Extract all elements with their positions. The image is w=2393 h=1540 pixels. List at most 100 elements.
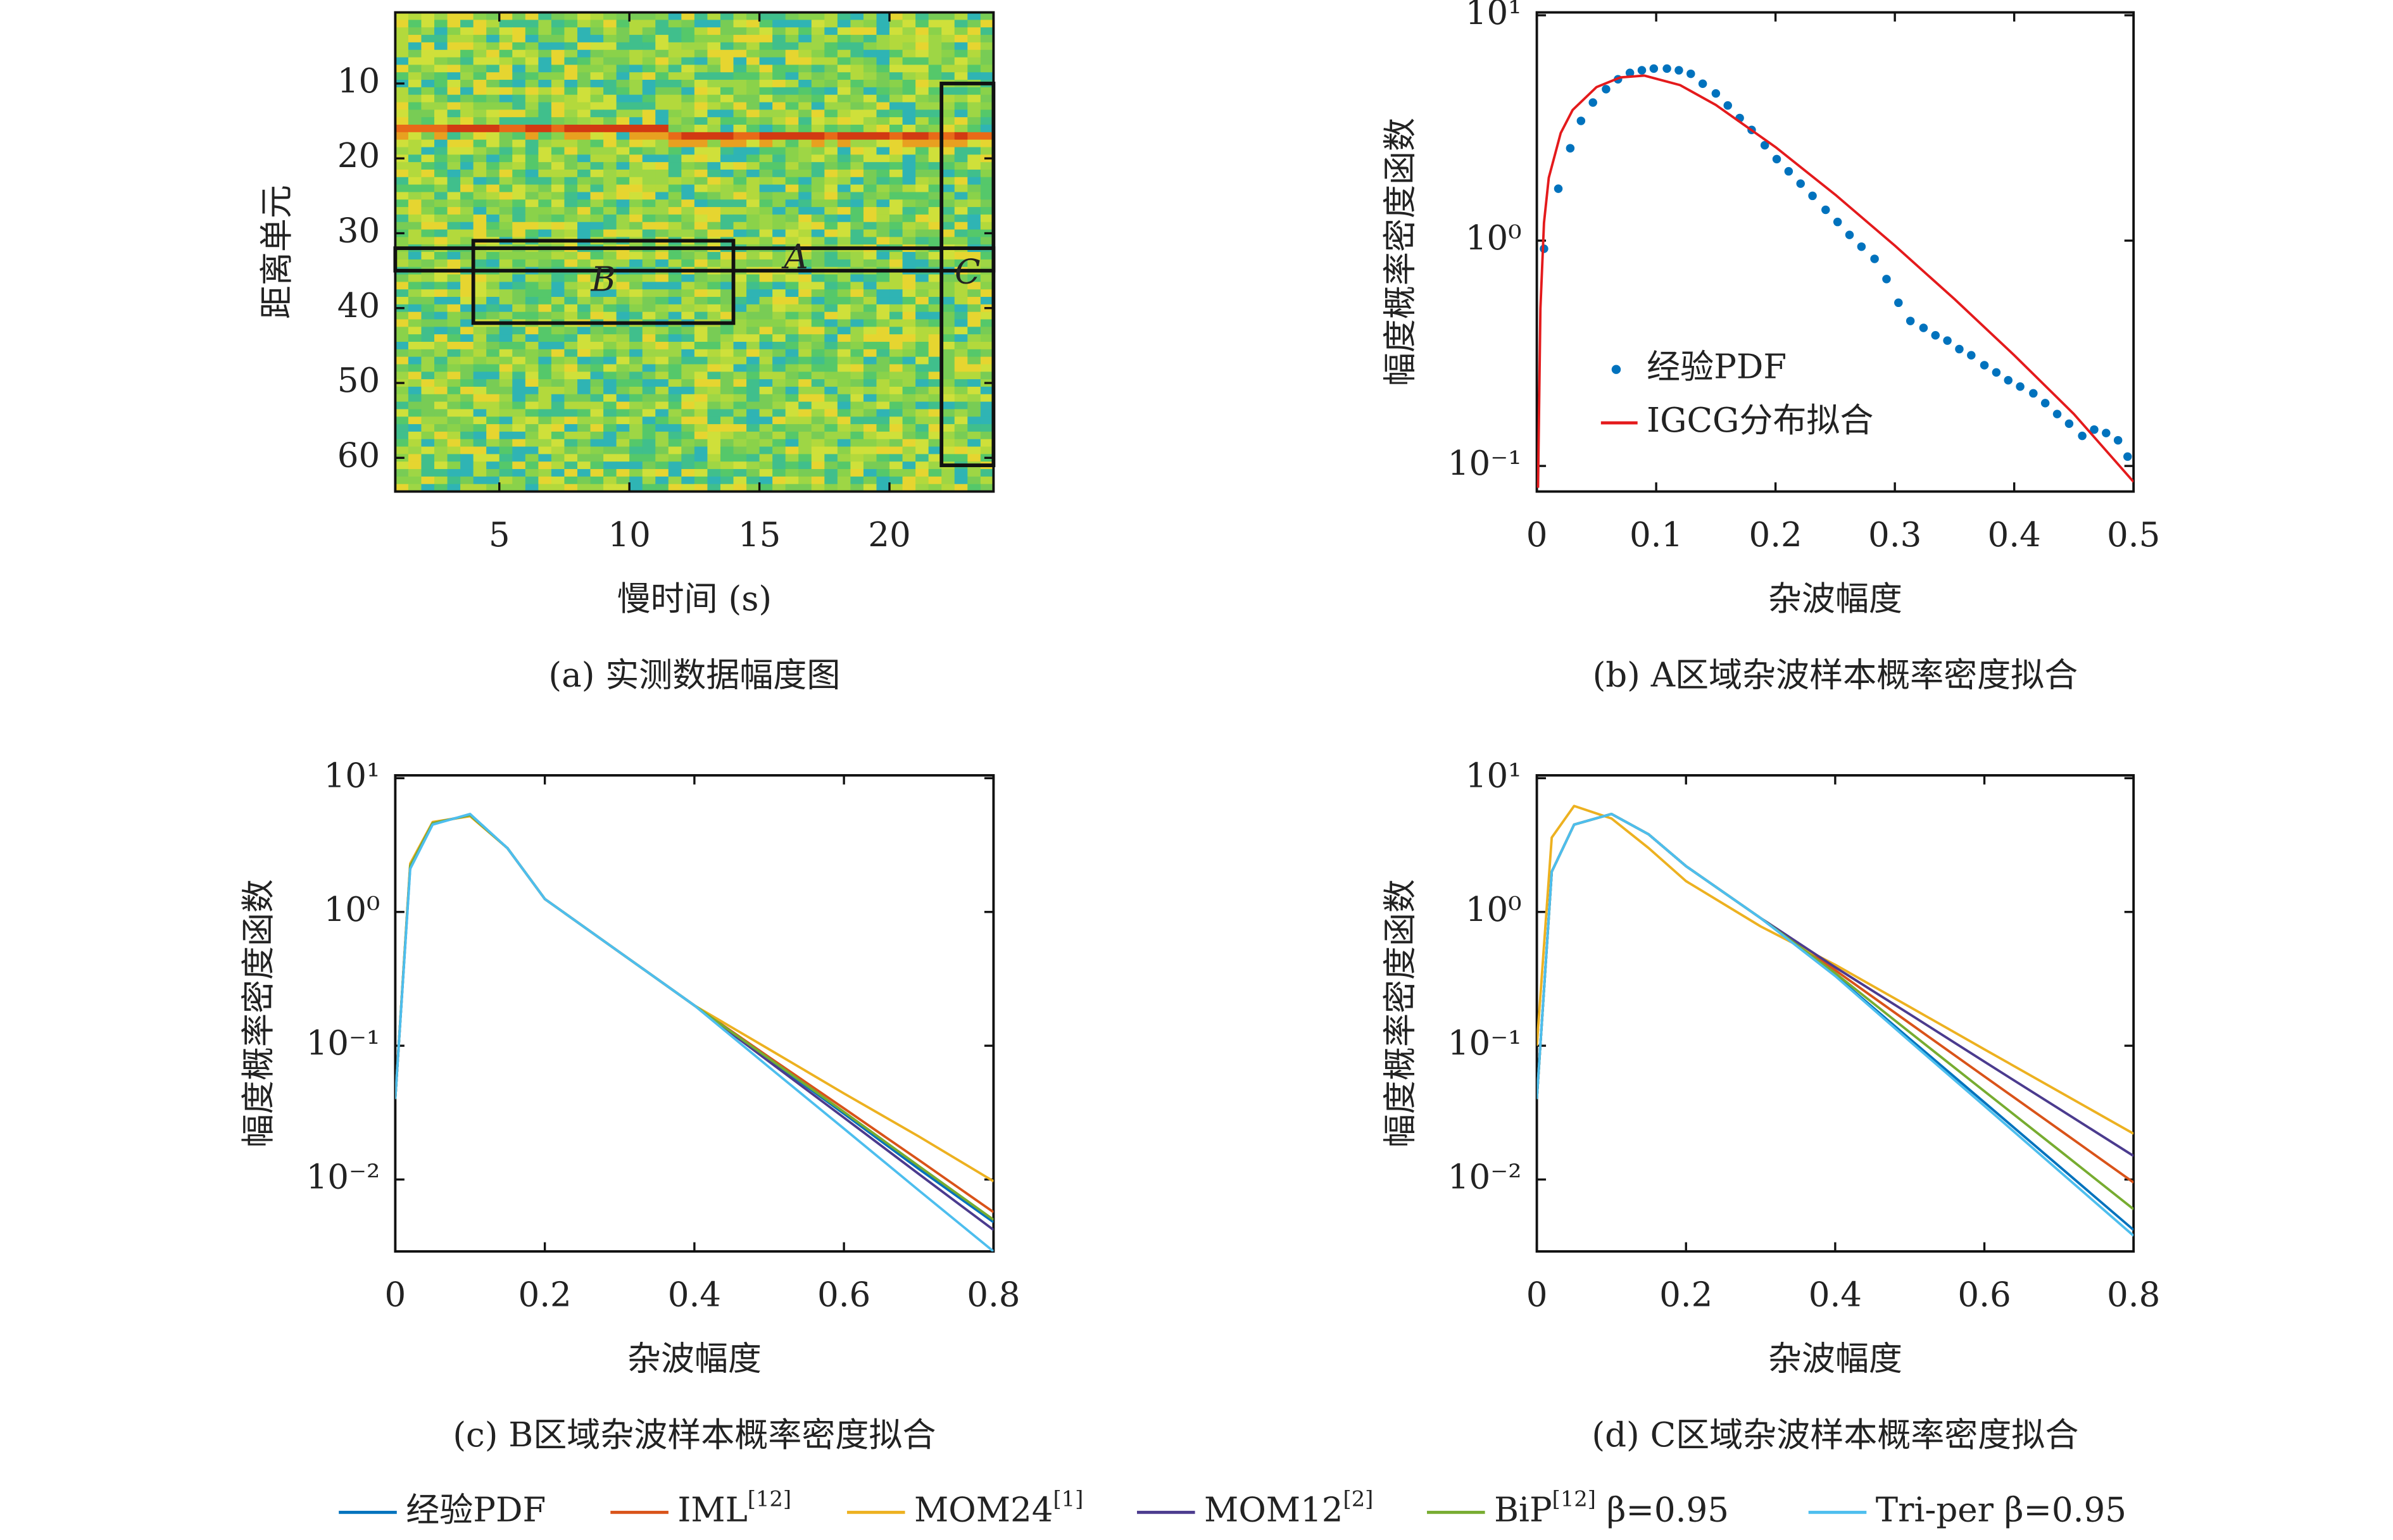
heatmap-cell xyxy=(798,394,812,403)
heatmap-cell xyxy=(551,484,565,492)
heatmap-cell xyxy=(590,12,605,21)
heatmap-cell xyxy=(603,80,617,88)
heatmap-cell xyxy=(434,65,448,73)
heatmap-cell xyxy=(421,431,435,440)
heatmap-cell xyxy=(499,349,513,358)
heatmap-cell xyxy=(954,65,969,73)
heatmap-cell xyxy=(759,476,774,485)
heatmap-cell xyxy=(577,372,591,380)
heatmap-cell xyxy=(655,424,669,432)
heatmap-cell xyxy=(551,416,565,425)
heatmap-cell xyxy=(408,222,422,230)
heatmap-cell xyxy=(850,349,864,358)
heatmap-cell xyxy=(525,80,539,88)
heatmap-cell xyxy=(564,409,578,418)
heatmap-cell xyxy=(499,214,513,223)
heatmap-cell xyxy=(525,289,539,297)
heatmap-cell xyxy=(980,484,995,492)
heatmap-cell xyxy=(811,364,826,373)
heatmap-cell xyxy=(655,364,669,373)
heatmap-cell xyxy=(798,304,812,313)
heatmap-cell xyxy=(707,222,721,230)
heatmap-cell xyxy=(538,177,552,185)
heatmap-cell xyxy=(798,65,812,73)
caption: (a) 实测数据幅度图 xyxy=(548,655,840,694)
heatmap-cell xyxy=(577,192,591,201)
heatmap-cell xyxy=(928,65,943,73)
region-label: B xyxy=(591,260,616,299)
heatmap-cell xyxy=(746,446,760,455)
heatmap-cell xyxy=(603,184,617,193)
heatmap-cell xyxy=(837,394,851,403)
heatmap-cell xyxy=(928,169,943,178)
heatmap-cell xyxy=(564,117,578,125)
heatmap-cell xyxy=(668,94,682,103)
heatmap-cell xyxy=(720,327,734,335)
heatmap-cell xyxy=(759,416,774,425)
heatmap-cell xyxy=(447,356,462,365)
caption: (b) A区域杂波样本概率密度拟合 xyxy=(1593,655,2078,694)
heatmap-cell xyxy=(551,222,565,230)
heatmap-cell xyxy=(603,304,617,313)
heatmap-cell xyxy=(434,364,448,373)
heatmap-cell xyxy=(408,334,422,342)
heatmap-cell xyxy=(655,162,669,170)
heatmap-cell xyxy=(603,49,617,58)
heatmap-cell xyxy=(772,469,786,477)
heatmap-cell xyxy=(564,162,578,170)
heatmap-cell xyxy=(499,169,513,178)
heatmap-cell xyxy=(850,446,864,455)
heatmap-cell xyxy=(824,207,838,215)
heatmap-cell xyxy=(876,364,890,373)
heatmap-cell xyxy=(629,334,643,342)
heatmap-cell xyxy=(941,87,955,96)
heatmap-cell xyxy=(733,484,748,492)
heatmap-cell xyxy=(395,207,409,215)
heatmap-cell xyxy=(863,192,877,201)
heatmap-cell xyxy=(902,162,917,170)
heatmap-cell xyxy=(928,394,943,403)
heatmap-cell xyxy=(603,416,617,425)
heatmap-cell xyxy=(681,341,695,350)
heatmap-cell xyxy=(863,87,877,96)
heatmap-cell xyxy=(486,446,500,455)
heatmap-cell xyxy=(941,341,955,350)
heatmap-cell xyxy=(681,177,695,185)
data-point xyxy=(1711,89,1721,98)
heatmap-cell xyxy=(928,94,943,103)
heatmap-cell xyxy=(707,162,721,170)
data-point xyxy=(1772,154,1781,164)
heatmap-cell xyxy=(720,65,734,73)
heatmap-cell xyxy=(564,341,578,350)
heatmap-cell xyxy=(967,319,981,328)
heatmap-cell xyxy=(525,476,539,485)
heatmap-cell xyxy=(928,372,943,380)
heatmap-cell xyxy=(889,27,903,36)
heatmap-cell xyxy=(512,282,526,291)
heatmap-cell xyxy=(434,20,448,28)
heatmap-cell xyxy=(902,132,917,141)
heatmap-cell xyxy=(967,364,981,373)
x-tick-label: 0.2 xyxy=(1749,515,1802,554)
heatmap-cell xyxy=(850,42,864,51)
heatmap-cell xyxy=(889,319,903,328)
heatmap-cell xyxy=(616,49,631,58)
heatmap-cell xyxy=(941,35,955,43)
heatmap-cell xyxy=(954,27,969,36)
heatmap-cell xyxy=(603,57,617,66)
heatmap-cell xyxy=(447,132,462,141)
heatmap-cell xyxy=(785,35,800,43)
heatmap-cell xyxy=(434,409,448,418)
heatmap-cell xyxy=(798,162,812,170)
heatmap-cell xyxy=(603,289,617,297)
heatmap-cell xyxy=(668,289,682,297)
heatmap-cell xyxy=(954,334,969,342)
heatmap-cell xyxy=(499,35,513,43)
heatmap-cell xyxy=(590,334,605,342)
heatmap-cell xyxy=(551,72,565,80)
heatmap-cell xyxy=(889,334,903,342)
heatmap-cell xyxy=(642,42,656,51)
heatmap-cell xyxy=(577,394,591,403)
heatmap-cell xyxy=(668,49,682,58)
heatmap-cell xyxy=(889,192,903,201)
